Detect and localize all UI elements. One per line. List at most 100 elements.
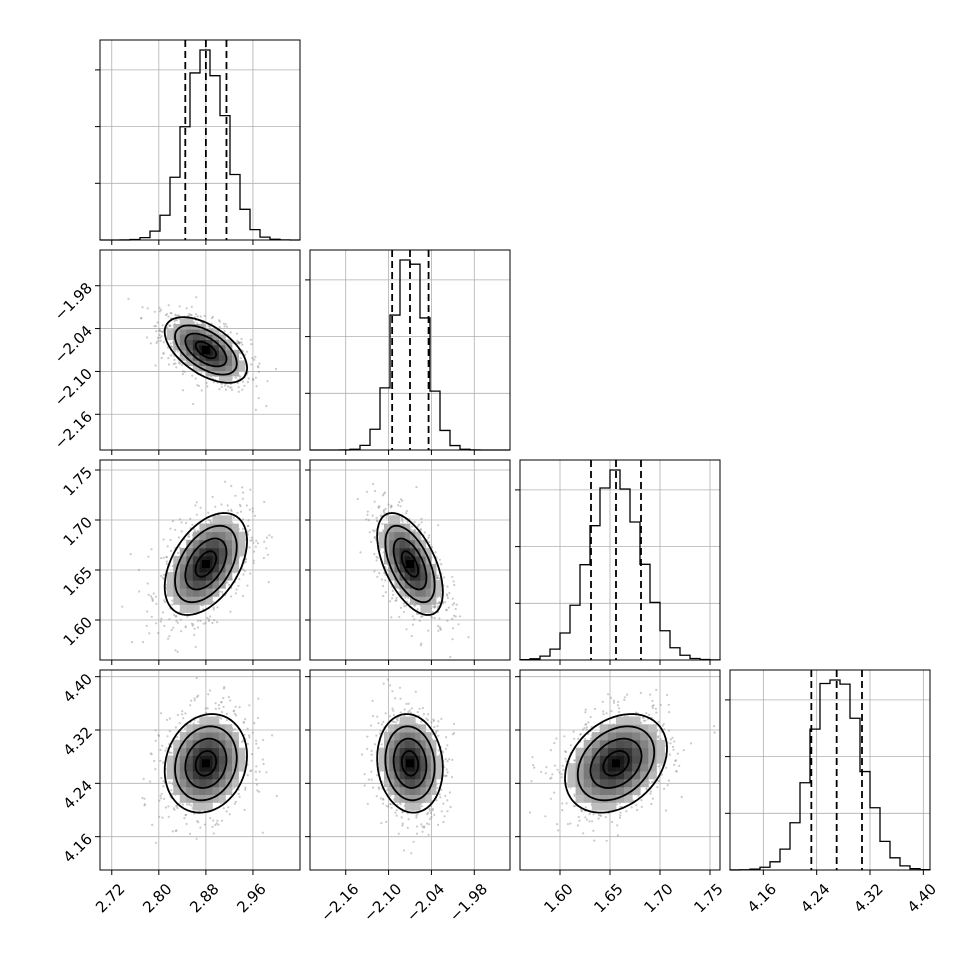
sample-point [157,734,161,738]
sample-point [265,547,268,550]
panel-2-2 [519,460,721,661]
sample-point [195,837,198,840]
sample-point [366,510,369,513]
sample-point [392,713,395,717]
density-cell [186,564,194,573]
sample-point [421,825,424,828]
sample-point [439,796,442,799]
sample-point [430,737,433,741]
sample-point [407,702,410,705]
sample-point [170,345,173,348]
density-cell [179,580,187,589]
sample-point [174,528,177,531]
sample-point [172,626,175,629]
density-cell [192,724,200,733]
density-cell [205,732,213,741]
sample-point [252,541,255,544]
density-cell [212,539,220,549]
density-cell [225,747,233,756]
density-cell [238,360,246,366]
density-cell [384,739,390,749]
histogram-bar-outline [519,469,721,661]
sample-point [410,852,413,855]
sample-point [370,753,373,756]
sample-point [164,806,167,809]
sample-point [402,849,406,852]
sample-point [416,825,419,828]
density-cell [179,555,187,565]
sample-point [161,330,164,333]
sample-point [239,375,242,378]
density-cell [218,523,226,533]
sample-point [457,623,460,626]
sample-point [209,615,212,618]
density-cell [225,339,233,346]
sample-point [396,719,399,722]
sample-point [153,759,156,763]
sample-point [427,629,430,632]
density-cell [232,755,239,764]
sample-point [435,730,438,733]
density-cell [192,334,200,340]
density-cell [232,547,239,557]
sample-point [383,491,387,494]
sample-point [229,699,232,702]
sample-point [401,824,404,827]
sample-point [207,518,210,522]
contour-line [376,512,444,616]
sample-point [455,603,458,606]
sample-point [193,321,196,324]
density-cell [205,588,213,597]
density-cell [186,596,194,605]
sample-point [174,829,177,833]
sample-point [247,377,250,380]
sample-point [149,595,152,598]
sample-point [171,520,174,523]
sample-point [197,720,200,723]
sample-point [242,721,245,724]
density-cell [225,350,233,356]
sample-point [154,364,157,367]
sample-point [178,362,181,365]
sample-point [181,710,184,713]
density-cell [205,370,213,377]
sample-point [209,816,212,820]
sample-point [444,774,447,778]
contour-line [174,524,238,604]
sample-point [158,799,161,802]
contour-line [184,737,228,789]
sample-point [452,627,455,630]
density-cell [212,515,220,524]
density-cell [179,794,187,803]
density-cell [399,580,406,589]
density-cell [415,588,421,597]
sample-point [223,325,226,328]
sample-point [214,505,217,508]
sample-point [155,841,158,844]
sample-point [201,604,205,607]
sample-point [388,715,392,718]
sample-point [190,804,193,807]
sample-point [225,810,228,813]
sample-point [267,581,270,584]
sample-point [141,796,144,800]
sample-point [382,594,385,598]
sample-point [258,790,261,793]
sample-point [208,689,212,692]
sample-point [247,519,250,522]
sample-point [400,518,404,522]
sample-point [433,605,437,608]
sample-point [242,739,245,742]
sample-point [446,810,449,813]
sample-point [257,370,260,373]
sample-point [252,559,255,562]
sample-point [181,713,184,716]
sample-point [184,712,187,715]
sample-point [222,807,225,810]
sample-point [416,608,419,611]
sample-point [437,720,440,723]
density-cell [212,531,220,541]
density-cell [192,732,200,741]
sample-point [244,558,248,561]
sample-point [427,536,430,539]
